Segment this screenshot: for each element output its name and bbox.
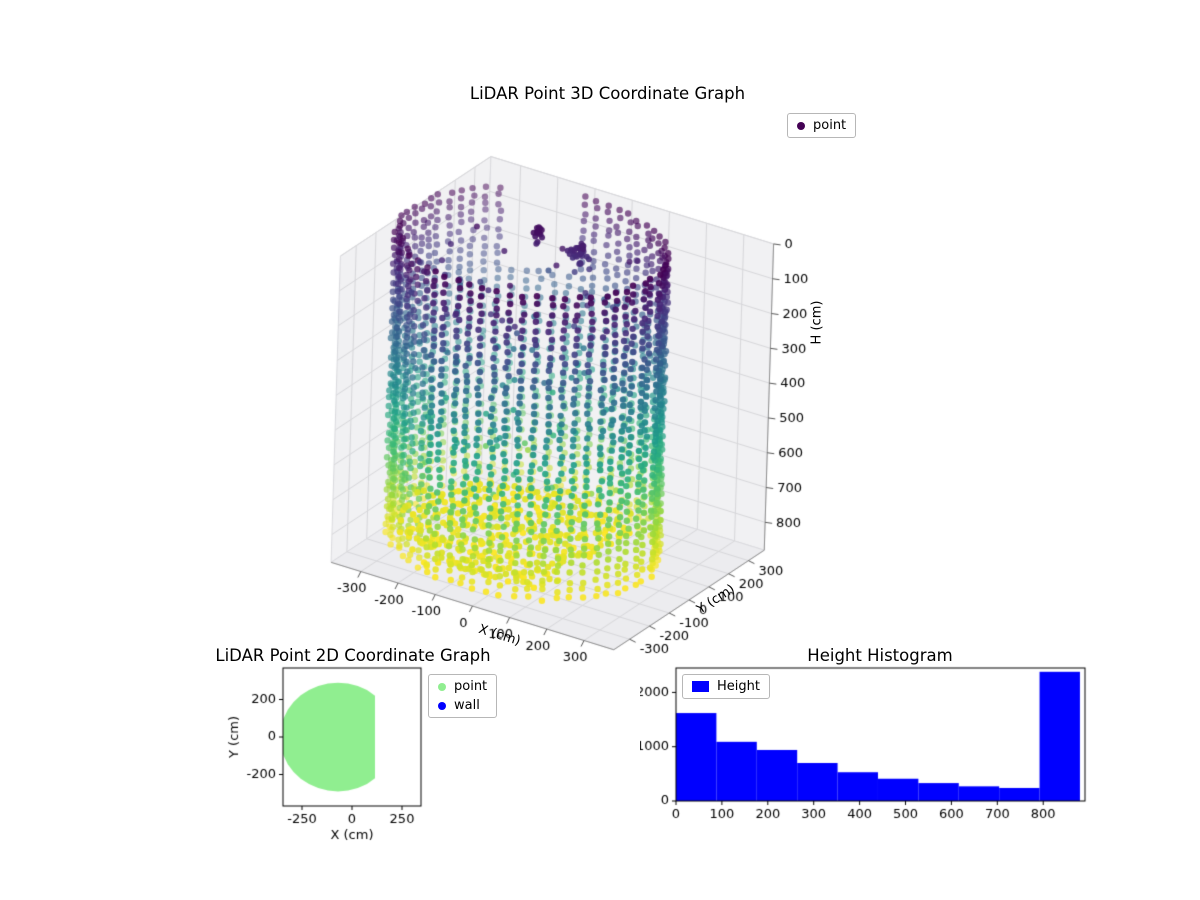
legend-label-height: Height (717, 679, 760, 694)
plot3d-legend: point (787, 113, 857, 138)
point-marker-icon (438, 682, 446, 691)
plot2d-canvas (205, 645, 460, 845)
plot3d-zlabel: H (cm) (809, 300, 825, 345)
plot2d-legend: point wall (428, 674, 498, 718)
legend-item-point: point (438, 679, 487, 694)
hist-legend: Height (682, 674, 770, 699)
legend-label-wall: wall (454, 698, 480, 713)
legend-item-point: point (797, 118, 846, 133)
height-patch-icon (692, 681, 709, 692)
point-marker-icon (797, 121, 805, 130)
wall-marker-icon (438, 701, 446, 710)
legend-label-point: point (813, 118, 847, 133)
legend-item-height: Height (692, 679, 760, 694)
plot3d-canvas (320, 95, 895, 670)
legend-item-wall: wall (438, 698, 487, 713)
legend-label-point: point (454, 679, 488, 694)
